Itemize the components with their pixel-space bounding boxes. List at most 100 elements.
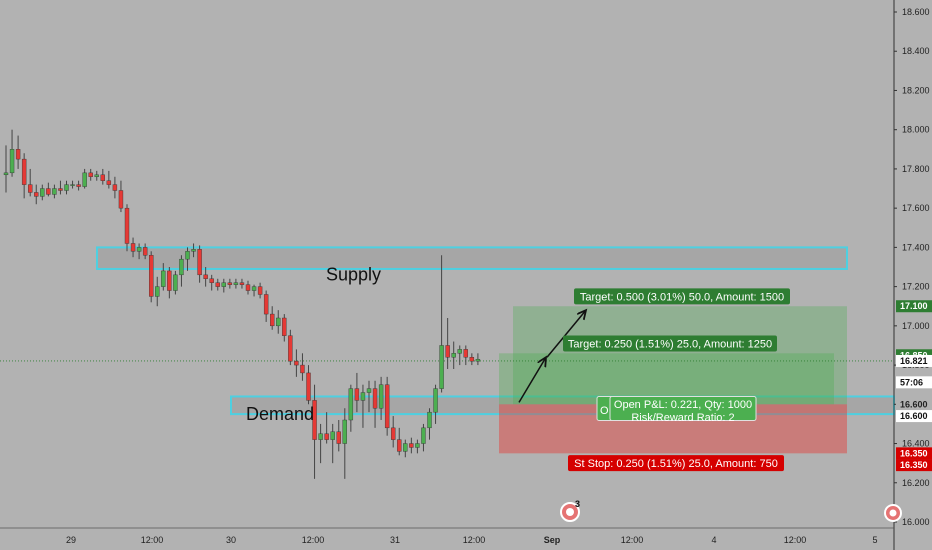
candle-body[interactable] [318, 433, 323, 440]
price-badge-text: 16.600 [900, 411, 928, 421]
candle-body[interactable] [300, 364, 305, 374]
candle-body[interactable] [288, 335, 293, 362]
candle-body[interactable] [384, 384, 390, 429]
candle-body[interactable] [100, 174, 106, 181]
target2-label[interactable]: Target: 0.500 (3.01%) 50.0, Amount: 1500 [574, 288, 790, 305]
candle-body[interactable] [397, 439, 402, 452]
candle-body[interactable] [88, 172, 93, 177]
candle-body[interactable] [427, 411, 432, 429]
candle-body[interactable] [409, 443, 414, 448]
y-tick-label: 17.000 [902, 321, 930, 331]
candle-body[interactable] [372, 388, 378, 409]
candle-body[interactable] [52, 188, 57, 195]
candle-body[interactable] [282, 317, 287, 336]
candle-body[interactable] [58, 188, 63, 191]
supply-zone[interactable] [96, 246, 848, 270]
target1-label[interactable]: Target: 0.250 (1.51%) 25.0, Amount: 1250 [563, 335, 777, 352]
candle-body[interactable] [215, 282, 220, 287]
candle-body[interactable] [124, 207, 130, 244]
candle-body[interactable] [312, 400, 317, 440]
candle-body[interactable] [360, 392, 366, 401]
candle-body[interactable] [82, 172, 87, 187]
candle-body[interactable] [221, 282, 227, 287]
candle-body[interactable] [324, 433, 329, 440]
candle-body[interactable] [433, 388, 438, 413]
candle-body[interactable] [136, 247, 142, 252]
event-marker-sep[interactable]: 3 [560, 499, 580, 522]
candle-body[interactable] [76, 184, 81, 187]
candle-body[interactable] [336, 431, 341, 444]
candle-body[interactable] [348, 388, 354, 421]
y-tick-label: 16.400 [902, 439, 930, 449]
candle-body[interactable] [366, 388, 372, 393]
candle-body[interactable] [421, 427, 426, 444]
trend-arrow-1[interactable] [518, 357, 546, 403]
candle-body[interactable] [403, 443, 408, 452]
candle-body[interactable] [306, 372, 311, 401]
candle-body[interactable] [378, 384, 384, 409]
candle-body[interactable] [245, 284, 251, 291]
candle-body[interactable] [439, 345, 444, 389]
event-marker-edge[interactable] [884, 504, 902, 522]
x-tick-label: 12:00 [302, 535, 325, 545]
candle-body[interactable] [46, 188, 51, 195]
candle-body[interactable] [34, 192, 39, 197]
trend-arrow-2[interactable] [546, 310, 586, 358]
price-badge: 16.600 [896, 398, 932, 411]
candle-body[interactable] [161, 270, 166, 287]
candle-body[interactable] [15, 149, 21, 160]
candle-body[interactable] [70, 184, 75, 186]
candle-body[interactable] [155, 286, 160, 297]
candle-body[interactable] [179, 258, 184, 276]
candle-body[interactable] [276, 317, 281, 327]
candle-body[interactable] [415, 443, 420, 448]
candle-body[interactable] [167, 270, 172, 291]
candle-body[interactable] [257, 286, 263, 295]
candle-body[interactable] [457, 349, 462, 354]
candle-body[interactable] [148, 255, 154, 297]
candle-body[interactable] [106, 180, 112, 185]
candle-body[interactable] [451, 353, 456, 358]
candle-body[interactable] [251, 286, 257, 291]
candle-body[interactable] [263, 294, 269, 315]
price-badge-bg [896, 410, 932, 423]
candle-body[interactable] [28, 184, 33, 193]
candle-body[interactable] [173, 274, 178, 291]
candle-body[interactable] [142, 247, 148, 256]
candle-body[interactable] [475, 358, 481, 362]
candle-body[interactable] [197, 249, 202, 276]
candle-body[interactable] [354, 388, 360, 401]
candle-body[interactable] [21, 158, 27, 185]
candle-body[interactable] [40, 188, 45, 197]
candle-body[interactable] [112, 184, 118, 191]
candle-body[interactable] [330, 431, 335, 440]
candle-body[interactable] [270, 313, 275, 327]
y-tick-label: 18.400 [902, 46, 930, 56]
candle-body[interactable] [445, 345, 450, 358]
candle-body[interactable] [191, 249, 196, 252]
candle-body[interactable] [239, 282, 245, 285]
candle-body[interactable] [391, 427, 396, 440]
price-badge-bg [896, 459, 932, 472]
stop-label[interactable]: St Stop: 0.250 (1.51%) 25.0, Amount: 750 [568, 455, 784, 472]
candle-body[interactable] [294, 360, 299, 366]
candle-body[interactable] [209, 278, 214, 283]
demand-label: Demand [246, 404, 314, 424]
x-tick-label: 12:00 [784, 535, 807, 545]
candle-body[interactable] [118, 190, 124, 209]
candle-body[interactable] [9, 149, 15, 174]
candle-body[interactable] [130, 243, 136, 252]
candle-body[interactable] [3, 172, 9, 176]
candle-body[interactable] [185, 251, 190, 260]
candle-body[interactable] [227, 282, 233, 285]
candle-body[interactable] [203, 274, 208, 279]
candle-body[interactable] [469, 357, 475, 362]
candle-body[interactable] [94, 174, 99, 177]
candle-body[interactable] [342, 419, 347, 444]
candle-body[interactable] [463, 349, 468, 358]
candle-body[interactable] [233, 282, 239, 285]
candle-body[interactable] [64, 184, 69, 191]
